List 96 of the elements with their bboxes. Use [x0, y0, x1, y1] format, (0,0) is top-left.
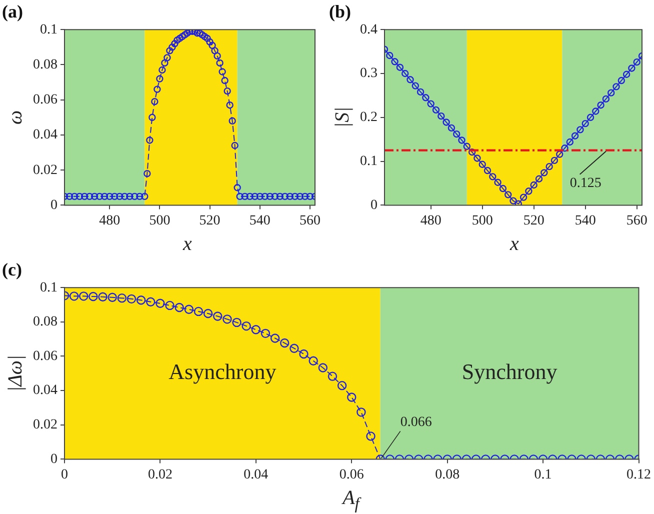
y-tick-label: 0.02 — [33, 162, 58, 178]
point — [499, 184, 507, 192]
point — [525, 188, 532, 195]
chart-title: (c) — [2, 259, 22, 280]
point — [422, 94, 430, 102]
x-tick-label: 500 — [149, 213, 170, 228]
point — [474, 154, 481, 162]
band-label: Asynchrony — [168, 359, 276, 384]
x-tick-label: 540 — [249, 213, 270, 228]
x-tick-label: 520 — [199, 213, 220, 228]
point — [576, 126, 584, 134]
x-axis-title: x — [182, 232, 193, 257]
y-tick-label: 0.4 — [360, 22, 378, 38]
point — [391, 58, 398, 66]
chart-title: (b) — [329, 1, 352, 22]
x-tick-label: 480 — [99, 213, 120, 228]
point — [597, 102, 604, 109]
point — [453, 130, 460, 138]
point — [504, 191, 512, 198]
point — [561, 144, 568, 152]
point — [412, 82, 419, 90]
point — [535, 175, 543, 182]
x-tick-label: 0 — [61, 467, 68, 482]
x-tick-label: 0.1 — [534, 467, 552, 482]
x-tick-label: 0.08 — [435, 467, 460, 482]
point — [510, 197, 517, 204]
point — [448, 124, 456, 132]
y-axis-title: |Δω| — [4, 354, 26, 392]
point — [494, 178, 502, 186]
x-tick-label: 520 — [523, 213, 544, 228]
point — [463, 142, 470, 150]
y-tick-label: 0.2 — [360, 110, 378, 126]
chart-title: (a) — [2, 1, 23, 22]
point — [633, 58, 640, 66]
point — [396, 64, 404, 71]
point — [442, 118, 450, 126]
band-label: Synchrony — [462, 359, 558, 384]
x-axis-title: A$_{f}$ — [340, 486, 362, 514]
y-tick-label: 0 — [50, 452, 58, 467]
point — [592, 108, 600, 115]
point — [402, 70, 409, 78]
x-tick-label: 0.04 — [244, 467, 268, 482]
point — [582, 120, 589, 128]
point — [386, 52, 394, 60]
y-tick-label: 0 — [50, 198, 58, 213]
point — [608, 89, 615, 96]
point — [458, 136, 466, 144]
y-tick-label: 0.06 — [33, 92, 58, 108]
point — [468, 148, 476, 156]
point — [586, 114, 594, 121]
point — [571, 132, 579, 140]
point — [618, 76, 625, 84]
x-tick-label: 560 — [626, 213, 648, 228]
point — [622, 70, 630, 78]
y-axis-title: |S| — [331, 106, 354, 128]
x-axis-title: x — [508, 232, 520, 257]
point — [566, 138, 574, 146]
x-tick-label: 0.12 — [626, 467, 651, 482]
point — [438, 112, 445, 120]
point — [489, 173, 496, 180]
point — [478, 160, 486, 168]
point — [556, 150, 564, 158]
x-tick-label: 500 — [472, 213, 493, 228]
point — [514, 200, 522, 206]
point — [530, 181, 538, 189]
point — [628, 64, 636, 72]
point — [612, 83, 620, 90]
point — [520, 194, 528, 201]
y-tick-label: 0.08 — [33, 314, 58, 330]
y-tick-label: 0 — [370, 198, 378, 213]
point — [427, 100, 434, 108]
x-tick-label: 0.02 — [148, 467, 172, 482]
point — [546, 162, 553, 170]
point — [406, 76, 414, 84]
y-tick-label: 0.08 — [33, 57, 58, 72]
ref-line-label: 0.125 — [570, 176, 602, 191]
annotation: 0.066 — [400, 414, 432, 430]
y-tick-label: 0.1 — [40, 22, 58, 38]
y-tick-label: 0.04 — [33, 383, 58, 398]
y-tick-label: 0.06 — [33, 348, 58, 364]
x-tick-label: 560 — [299, 213, 320, 228]
y-tick-label: 0.3 — [360, 66, 378, 82]
x-tick-label: 540 — [574, 213, 596, 228]
point — [602, 95, 610, 103]
point — [432, 106, 440, 114]
y-tick-label: 0.1 — [360, 154, 378, 169]
y-tick-label: 0.04 — [33, 128, 58, 143]
x-tick-label: 0.06 — [339, 467, 364, 482]
point — [484, 166, 492, 174]
y-axis-title: ω — [4, 110, 26, 124]
point — [540, 169, 548, 176]
point — [416, 88, 424, 96]
x-tick-label: 480 — [420, 213, 442, 228]
point — [550, 156, 558, 164]
y-tick-label: 0.1 — [40, 280, 58, 296]
y-tick-label: 0.02 — [33, 418, 58, 433]
